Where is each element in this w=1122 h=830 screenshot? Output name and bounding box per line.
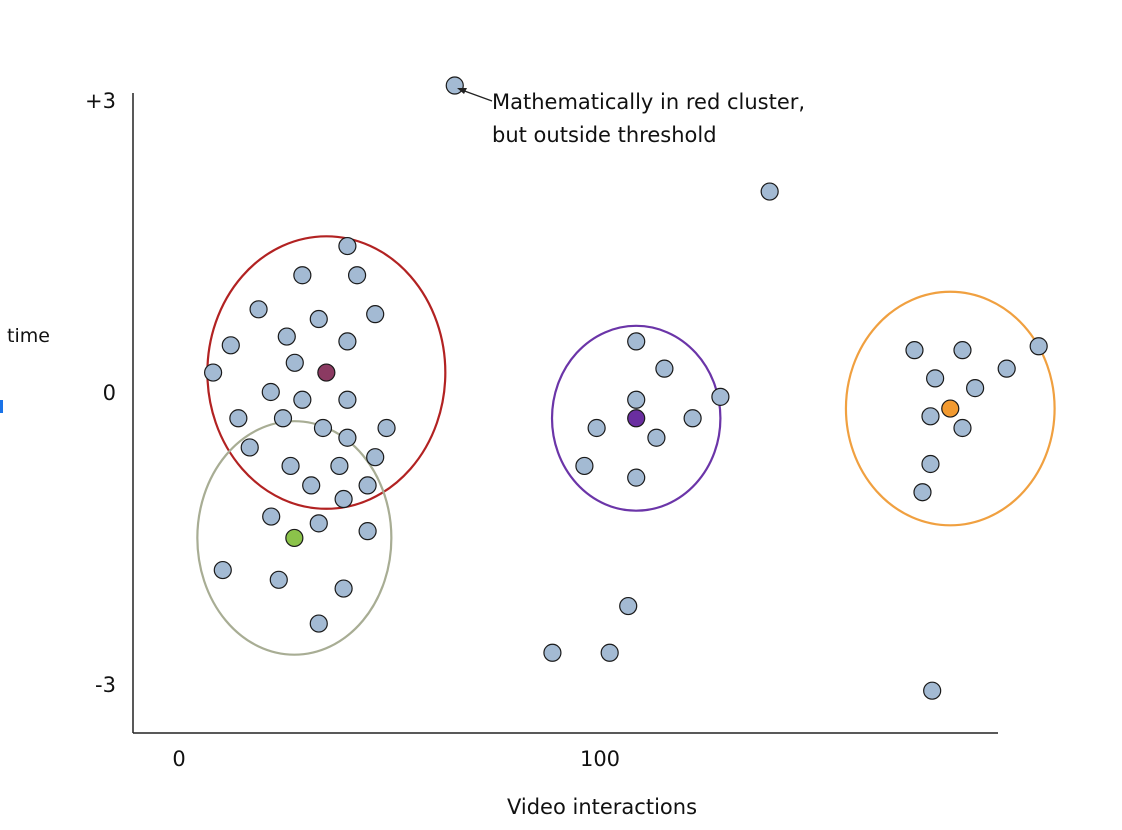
cluster-circle-3 (844, 290, 1056, 527)
annotation-text: Mathematically in red cluster, but outsi… (492, 90, 812, 147)
data-point-11 (285, 353, 304, 372)
data-point-33 (334, 579, 353, 598)
x-tick-label-0: 0 (172, 747, 185, 771)
tick-labels: 0 100 +3 0 -3 (85, 89, 620, 771)
data-point-49 (1029, 337, 1048, 356)
cluster-center-3 (941, 399, 960, 418)
cluster-circle-2 (550, 324, 722, 512)
data-point-40 (647, 428, 666, 447)
data-point-51 (926, 369, 945, 388)
data-point-54 (953, 418, 972, 438)
data-point-8 (277, 327, 296, 346)
data-point-28 (262, 507, 281, 526)
data-point-12 (204, 363, 223, 382)
left-edge-marker (0, 400, 3, 413)
data-point-31 (213, 560, 232, 580)
data-point-45 (543, 643, 562, 662)
data-point-14 (293, 390, 312, 409)
data-point-27 (334, 489, 353, 509)
data-point-26 (358, 476, 377, 495)
data-point-32 (269, 570, 288, 589)
annotation: Mathematically in red cluster, but outsi… (457, 88, 812, 147)
x-tick-label-1: 100 (580, 747, 620, 771)
data-points (204, 76, 1048, 700)
data-point-46 (600, 643, 619, 662)
data-point-13 (261, 382, 280, 402)
y-tick-label-1: 0 (103, 381, 116, 405)
data-point-29 (309, 514, 328, 533)
data-point-7 (309, 309, 328, 329)
data-point-2 (338, 236, 357, 256)
data-point-0 (445, 76, 464, 95)
data-point-39 (587, 418, 606, 438)
annotation-line-1: Mathematically in red cluster, (492, 90, 805, 114)
data-point-37 (711, 387, 730, 406)
data-point-5 (249, 300, 268, 319)
y-tick-label-2: -3 (95, 673, 116, 697)
axes (132, 93, 998, 734)
data-point-41 (683, 409, 702, 428)
y-axis-title: time (7, 325, 50, 347)
data-point-19 (377, 418, 396, 438)
data-point-35 (627, 332, 646, 351)
data-point-43 (627, 468, 646, 487)
data-point-10 (338, 332, 357, 351)
data-point-56 (913, 483, 932, 502)
data-point-17 (273, 409, 293, 428)
data-point-16 (229, 409, 248, 428)
data-point-20 (338, 428, 357, 447)
data-point-47 (905, 341, 924, 360)
data-point-55 (921, 454, 940, 474)
data-point-50 (997, 359, 1016, 378)
data-point-3 (293, 266, 312, 285)
x-axis-title: Video interactions (507, 795, 697, 819)
data-point-1 (760, 182, 779, 201)
data-point-30 (358, 522, 377, 541)
data-point-22 (366, 448, 385, 467)
cluster-circles (196, 235, 1056, 656)
y-tick-label-0: +3 (85, 89, 116, 113)
data-point-24 (330, 456, 349, 476)
data-point-44 (619, 596, 638, 616)
data-point-21 (240, 438, 259, 457)
cluster-centers (285, 363, 960, 548)
data-point-9 (221, 336, 240, 355)
data-point-25 (302, 476, 321, 495)
data-point-15 (338, 390, 357, 409)
cluster-center-2 (627, 409, 646, 428)
cluster-center-1 (285, 528, 304, 548)
data-point-52 (966, 379, 985, 398)
data-point-18 (313, 418, 333, 438)
data-point-42 (575, 456, 594, 476)
annotation-line-2: but outside threshold (492, 123, 717, 147)
data-point-53 (921, 407, 940, 426)
data-point-38 (627, 390, 646, 409)
data-point-36 (655, 359, 674, 378)
data-point-34 (309, 614, 328, 633)
cluster-center-0 (317, 363, 336, 382)
annotation-arrowhead (457, 88, 467, 94)
data-point-48 (953, 341, 972, 360)
data-point-57 (923, 681, 942, 700)
data-point-23 (281, 456, 300, 476)
cluster-circle-1 (196, 420, 393, 656)
data-point-6 (366, 305, 385, 324)
data-point-4 (347, 266, 367, 285)
